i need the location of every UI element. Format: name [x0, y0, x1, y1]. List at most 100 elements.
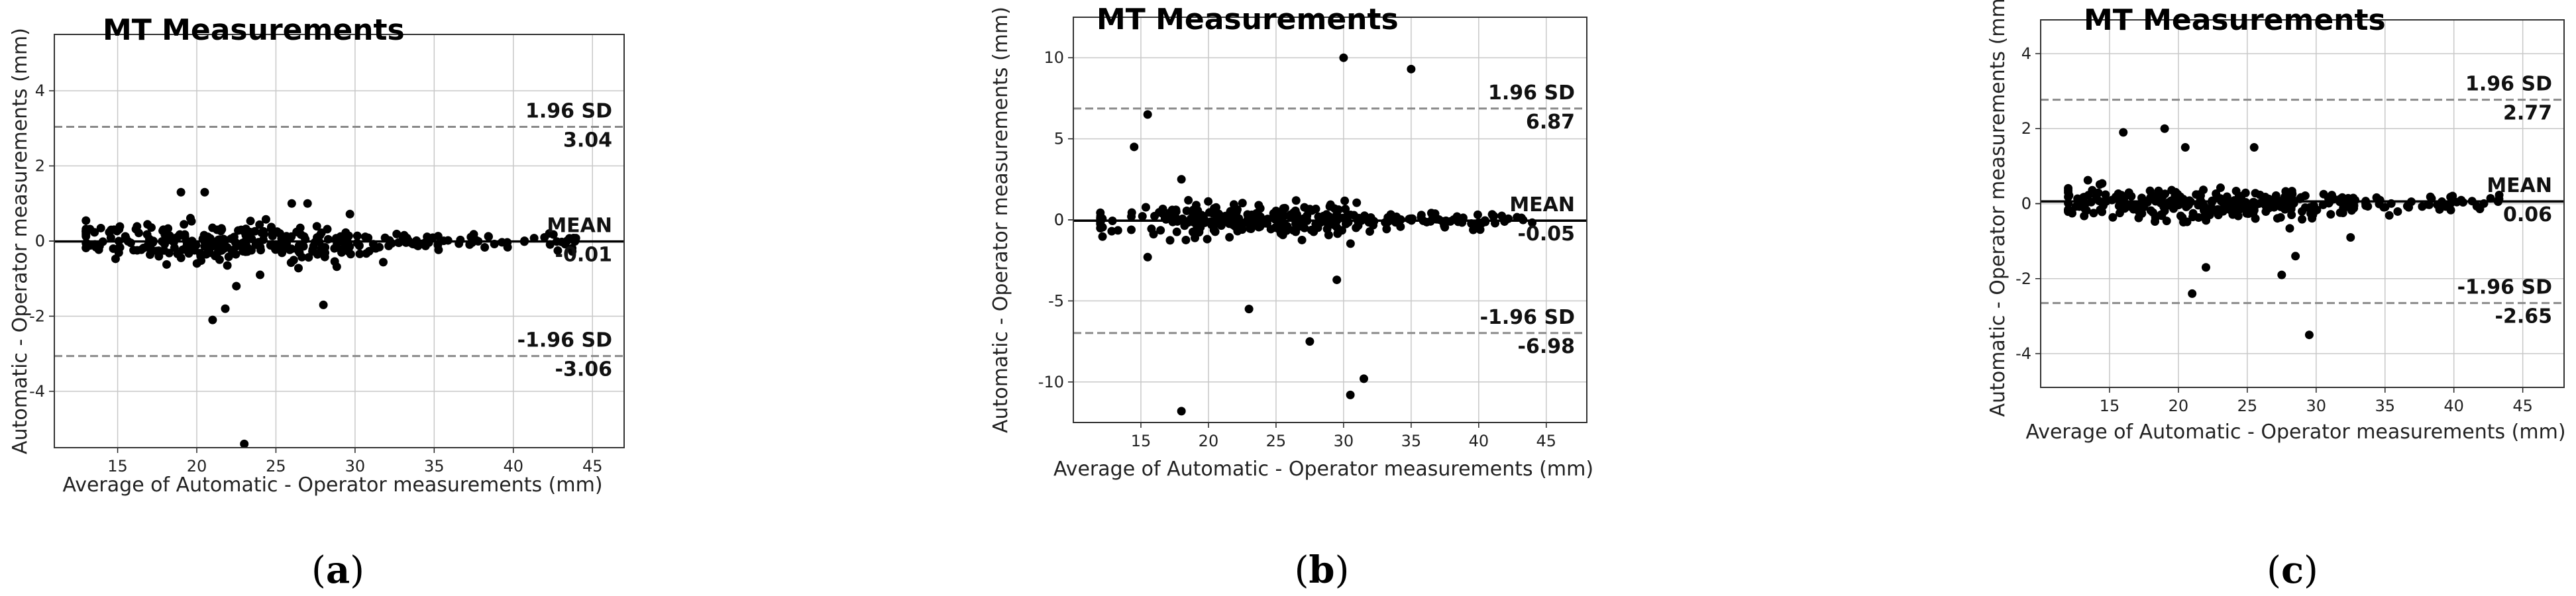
plot-frame — [1073, 17, 1587, 423]
data-point-outlier — [200, 187, 209, 197]
x-axis-label: Average of Automatic - Operator measurem… — [62, 473, 602, 497]
data-point — [1297, 235, 1307, 244]
data-point — [270, 227, 280, 236]
data-point — [246, 217, 255, 226]
data-point — [313, 250, 322, 259]
data-point — [81, 232, 91, 241]
data-point — [1473, 210, 1482, 219]
data-point — [332, 262, 341, 272]
chart-title: MT Measurements — [1097, 3, 1399, 36]
x-tick-label: 25 — [1266, 432, 1287, 450]
data-point — [1311, 220, 1320, 229]
data-point-outlier — [208, 315, 217, 324]
data-point — [2216, 183, 2225, 193]
data-point — [213, 248, 223, 257]
chart-title: MT Measurements — [2084, 3, 2386, 37]
data-point — [312, 222, 321, 231]
data-point — [2146, 206, 2155, 215]
chart-title: MT Measurements — [103, 13, 405, 47]
data-point — [2082, 206, 2091, 215]
data-point — [1469, 225, 1478, 234]
line-label-upper: 1.96 SD — [525, 100, 612, 123]
data-point — [1350, 211, 1359, 220]
data-point — [1127, 208, 1136, 217]
data-point — [86, 241, 95, 250]
y-axis-label: Automatic - Operator measurements (mm) — [9, 28, 32, 454]
line-value-lower: -6.98 — [1518, 335, 1575, 358]
y-tick-label: -2 — [2015, 270, 2031, 288]
x-tick-label: 15 — [107, 457, 128, 475]
x-tick-label: 35 — [2375, 397, 2395, 415]
y-tick-label: 0 — [2021, 195, 2031, 213]
data-point — [142, 230, 152, 239]
data-point — [364, 246, 374, 256]
data-point — [2385, 211, 2394, 220]
data-point — [1231, 222, 1240, 231]
data-point — [2284, 190, 2294, 199]
data-point — [1334, 205, 1343, 215]
plot-frame — [54, 34, 625, 448]
data-point — [2088, 185, 2097, 195]
data-point — [1271, 223, 1280, 232]
y-tick-label: 0 — [35, 232, 45, 250]
data-point — [1171, 205, 1181, 215]
data-point — [352, 231, 362, 240]
data-point — [320, 252, 329, 262]
data-point — [2202, 216, 2211, 225]
data-point-outlier — [2304, 330, 2314, 340]
data-point — [250, 226, 260, 236]
x-tick-label: 30 — [2306, 397, 2327, 415]
data-point — [176, 253, 186, 262]
y-tick-label: 4 — [2021, 44, 2031, 63]
x-tick-label: 45 — [2512, 397, 2533, 415]
x-tick-label: 35 — [1401, 432, 1422, 450]
data-point — [223, 261, 232, 270]
data-point — [278, 248, 287, 258]
data-point-outlier — [2188, 289, 2197, 298]
panel-label-close-paren: ) — [1335, 549, 1350, 592]
panel-label-letter: a — [326, 548, 350, 592]
y-axis-label: Automatic - Operator measurements (mm) — [989, 7, 1012, 433]
data-point-outlier — [1244, 305, 1254, 314]
data-point — [2308, 214, 2317, 223]
data-point — [1182, 206, 1191, 215]
data-point — [1322, 210, 1331, 219]
data-point — [1147, 224, 1156, 234]
panel-label-close-paren: ) — [350, 549, 364, 592]
data-point — [115, 222, 125, 231]
data-point — [159, 225, 168, 234]
data-point — [259, 226, 268, 236]
data-point — [133, 246, 142, 255]
data-point — [270, 242, 279, 251]
plot-frame — [2040, 19, 2565, 388]
panel-label-open-paren: ( — [311, 549, 326, 592]
data-point — [1107, 226, 1116, 236]
panel-label-open-paren: ( — [2267, 549, 2281, 592]
y-tick-label: 2 — [35, 157, 45, 175]
data-point — [2220, 201, 2229, 210]
data-point — [294, 264, 303, 273]
data-point — [323, 224, 332, 234]
data-point — [2446, 205, 2455, 215]
data-point — [121, 232, 130, 241]
data-point — [304, 253, 313, 262]
data-point — [568, 244, 577, 253]
y-tick-label: 5 — [1054, 130, 1064, 148]
data-point-outlier — [1130, 142, 1139, 152]
data-point — [90, 228, 99, 237]
data-point — [1208, 209, 1218, 219]
data-point — [371, 244, 380, 253]
data-point — [1440, 223, 1450, 232]
x-axis-label: Average of Automatic - Operator measurem… — [2025, 421, 2565, 444]
data-point — [352, 238, 362, 248]
data-point — [224, 252, 233, 262]
data-point — [2182, 217, 2192, 226]
data-point — [313, 233, 322, 242]
x-tick-label: 35 — [424, 457, 445, 475]
data-point-outlier — [2180, 143, 2190, 152]
data-point — [337, 248, 347, 257]
data-point — [1238, 220, 1247, 229]
data-point — [434, 245, 443, 254]
